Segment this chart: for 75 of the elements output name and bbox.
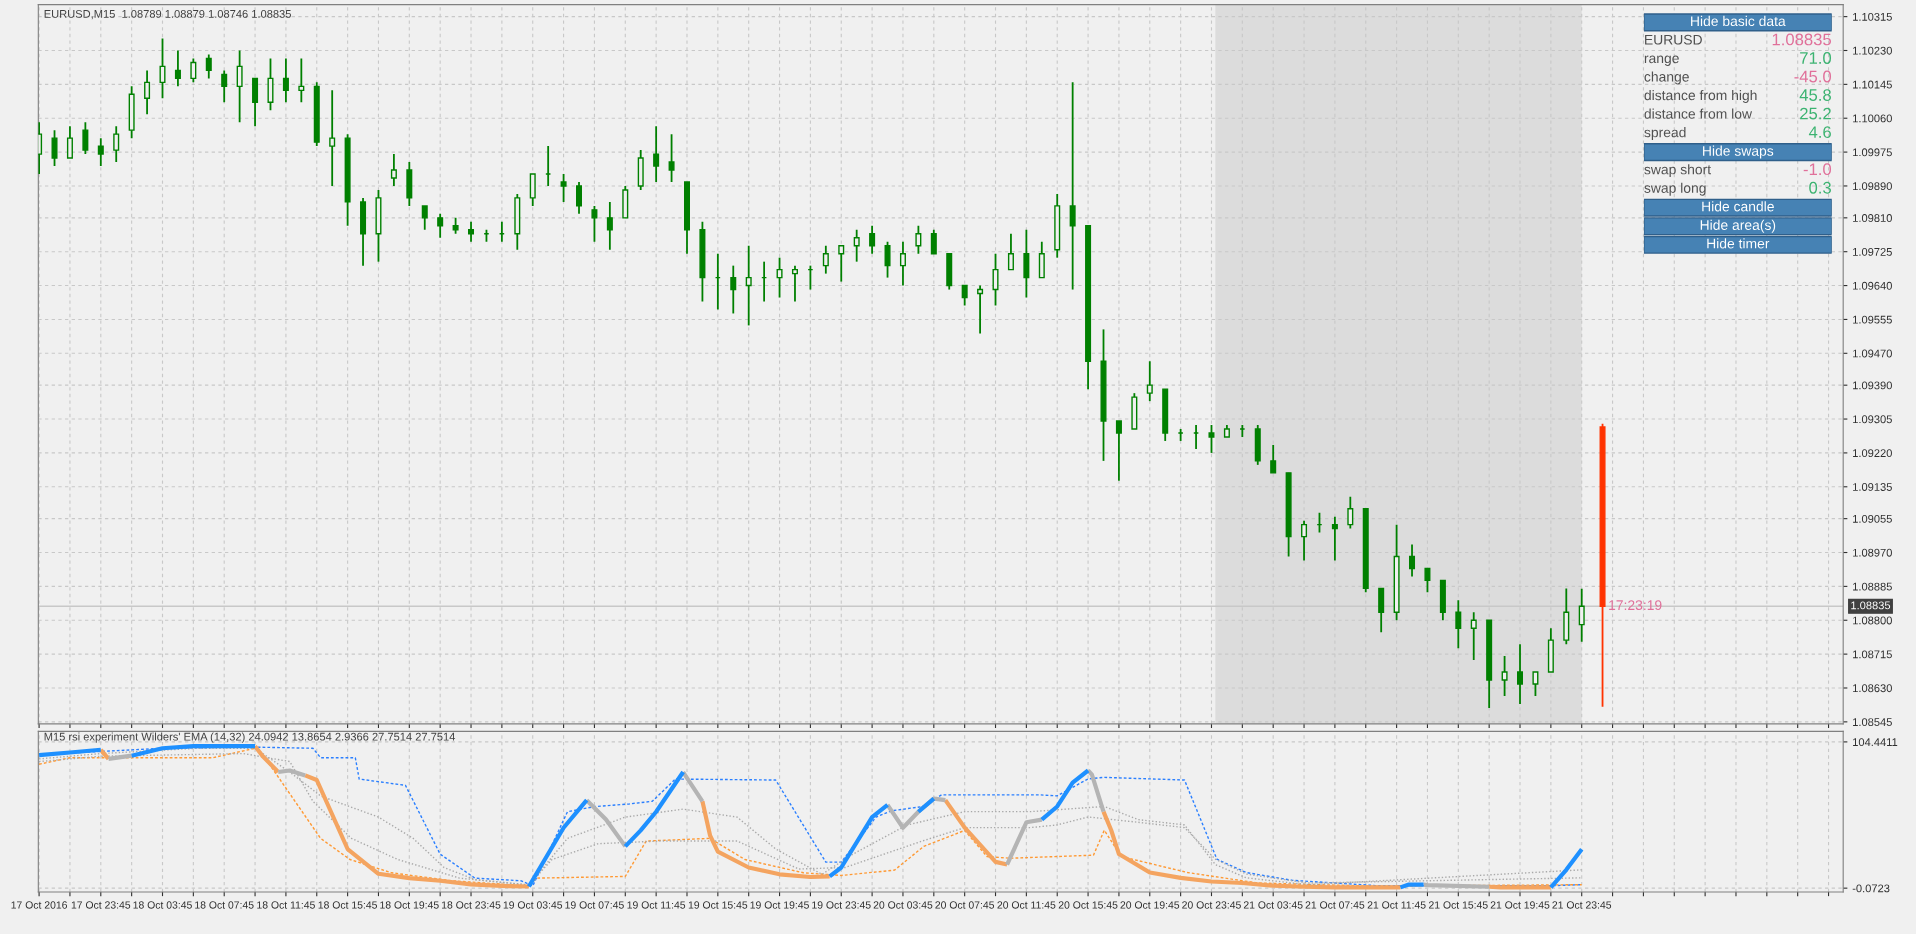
category-label: change <box>1644 71 1689 85</box>
x-tick-label: 17 Oct 23:45 <box>71 901 131 909</box>
category-label: Hide swaps <box>1703 145 1774 159</box>
annotation: 17:23:19 <box>1609 600 1662 611</box>
y-tick-label: 1.10145 <box>1853 80 1892 89</box>
x-tick-label: 17 Oct 2016 <box>11 901 68 909</box>
x-tick-label: 21 Oct 23:45 <box>1552 901 1612 909</box>
x-tick-label: 18 Oct 23:45 <box>442 901 501 909</box>
x-tick-label: 19 Oct 07:45 <box>565 901 624 909</box>
y-tick-label: 1.09555 <box>1853 315 1892 324</box>
category-label: Hide timer <box>1707 238 1770 249</box>
text: -1.0 <box>1803 163 1832 176</box>
y-tick-label: -0.0723 <box>1852 884 1890 893</box>
text: 45.8 <box>1799 89 1831 101</box>
x-tick-label: 18 Oct 03:45 <box>133 901 192 909</box>
y-tick-label: 1.08630 <box>1853 684 1892 693</box>
x-tick-label: 18 Oct 11:45 <box>257 901 315 909</box>
y-tick-label: 1.09220 <box>1853 449 1892 458</box>
y-tick-label: 1.09305 <box>1853 415 1892 424</box>
y-tick-label: 1.09390 <box>1853 381 1892 390</box>
category-label: EURUSD <box>1645 34 1702 45</box>
x-tick-label: 20 Oct 07:45 <box>935 901 995 909</box>
x-tick-label: 18 Oct 15:45 <box>318 901 378 909</box>
chart-title: EURUSD,M15 1.08789 1.08879 1.08746 1.08835 <box>44 10 291 20</box>
x-tick-label: 19 Oct 19:45 <box>750 901 809 909</box>
y-tick-label: 104.4411 <box>1853 738 1898 747</box>
x-tick-label: 21 Oct 19:45 <box>1490 901 1550 909</box>
x-tick-label: 20 Oct 15:45 <box>1058 901 1118 909</box>
y-tick-label: 1.09470 <box>1853 349 1892 358</box>
y-tick-label: 1.08545 <box>1853 718 1892 726</box>
text: 0.3 <box>1809 181 1831 194</box>
category-label: distance from high <box>1644 90 1757 103</box>
y-tick-label: 1.09055 <box>1853 514 1892 523</box>
text: 25.2 <box>1800 107 1831 120</box>
y-tick-label: 1.09810 <box>1853 214 1892 222</box>
category-label: spread <box>1644 127 1686 141</box>
y-tick-label: 1.09890 <box>1853 182 1892 191</box>
y-tick-label: 1.09640 <box>1853 281 1892 290</box>
ref-line-label: 1.08835 <box>1851 601 1891 610</box>
text: 71.0 <box>1800 52 1832 64</box>
y-tick-label: 1.08885 <box>1853 582 1892 591</box>
category-label: distance from low <box>1644 108 1753 119</box>
y-tick-label: 1.10230 <box>1853 46 1892 55</box>
x-tick-label: 18 Oct 07:45 <box>195 901 254 909</box>
chart-title: M15 rsi experiment Wilders' EMA (14,32) 24.0942 13.8654 2.9366 27.7514 27.7514 <box>44 732 456 743</box>
category-label: Hide basic data <box>1691 15 1786 27</box>
y-tick-label: 1.09975 <box>1853 148 1892 157</box>
y-tick-label: 1.08800 <box>1853 616 1892 625</box>
x-tick-label: 19 Oct 23:45 <box>812 901 871 909</box>
x-tick-label: 21 Oct 03:45 <box>1243 901 1303 909</box>
x-tick-label: 20 Oct 23:45 <box>1182 901 1241 909</box>
y-tick-label: 1.10060 <box>1853 114 1892 123</box>
category-label: Hide area(s) <box>1700 219 1776 233</box>
x-tick-label: 19 Oct 11:45 <box>627 901 686 909</box>
x-tick-label: 21 Oct 11:45 <box>1367 901 1426 909</box>
y-tick-label: 1.10315 <box>1853 12 1892 21</box>
x-tick-label: 21 Oct 15:45 <box>1429 901 1488 909</box>
category-label: swap long <box>1644 182 1706 196</box>
y-tick-label: 1.08970 <box>1853 548 1892 557</box>
x-tick-label: 20 Oct 03:45 <box>873 901 933 909</box>
x-tick-label: 20 Oct 11:45 <box>997 901 1056 909</box>
y-tick-label: 1.09725 <box>1853 247 1892 256</box>
x-tick-label: 19 Oct 15:45 <box>688 901 748 909</box>
text: 4.6 <box>1808 126 1831 139</box>
category-label: range <box>1644 55 1679 66</box>
category-label: swap short <box>1644 164 1711 178</box>
text: -45.0 <box>1794 70 1832 83</box>
y-tick-label: 1.08715 <box>1853 650 1892 659</box>
x-tick-label: 19 Oct 03:45 <box>503 901 563 909</box>
category-label: Hide candle <box>1702 201 1774 212</box>
y-tick-label: 1.09135 <box>1853 483 1892 491</box>
x-tick-label: 20 Oct 19:45 <box>1120 901 1180 909</box>
x-tick-label: 21 Oct 07:45 <box>1305 901 1365 909</box>
x-tick-label: 18 Oct 19:45 <box>380 901 439 909</box>
text: 1.08835 <box>1772 33 1831 46</box>
